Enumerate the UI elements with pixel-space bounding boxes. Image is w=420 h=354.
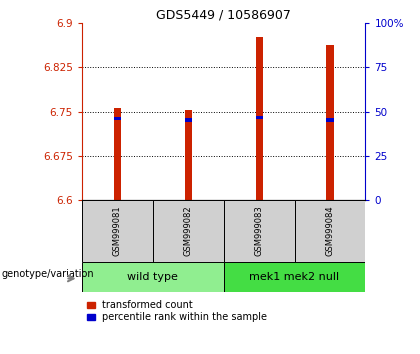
- Bar: [255, 116, 262, 119]
- Bar: [114, 117, 121, 120]
- Text: GSM999082: GSM999082: [184, 206, 193, 256]
- Bar: [294, 200, 365, 262]
- Text: mek1 mek2 null: mek1 mek2 null: [249, 272, 340, 282]
- Text: GSM999083: GSM999083: [255, 206, 264, 256]
- Bar: [185, 110, 192, 200]
- Text: GSM999084: GSM999084: [326, 206, 334, 256]
- Bar: [224, 262, 365, 292]
- Bar: [326, 45, 333, 200]
- Text: wild type: wild type: [127, 272, 178, 282]
- Bar: [82, 262, 224, 292]
- Bar: [326, 118, 333, 121]
- Legend: transformed count, percentile rank within the sample: transformed count, percentile rank withi…: [87, 301, 267, 322]
- Bar: [185, 118, 192, 121]
- Title: GDS5449 / 10586907: GDS5449 / 10586907: [156, 9, 291, 22]
- Bar: [82, 200, 153, 262]
- Bar: [153, 200, 224, 262]
- Bar: [255, 37, 262, 200]
- Text: GSM999081: GSM999081: [113, 206, 122, 256]
- Bar: [114, 108, 121, 200]
- Bar: [224, 200, 294, 262]
- Text: genotype/variation: genotype/variation: [2, 269, 94, 279]
